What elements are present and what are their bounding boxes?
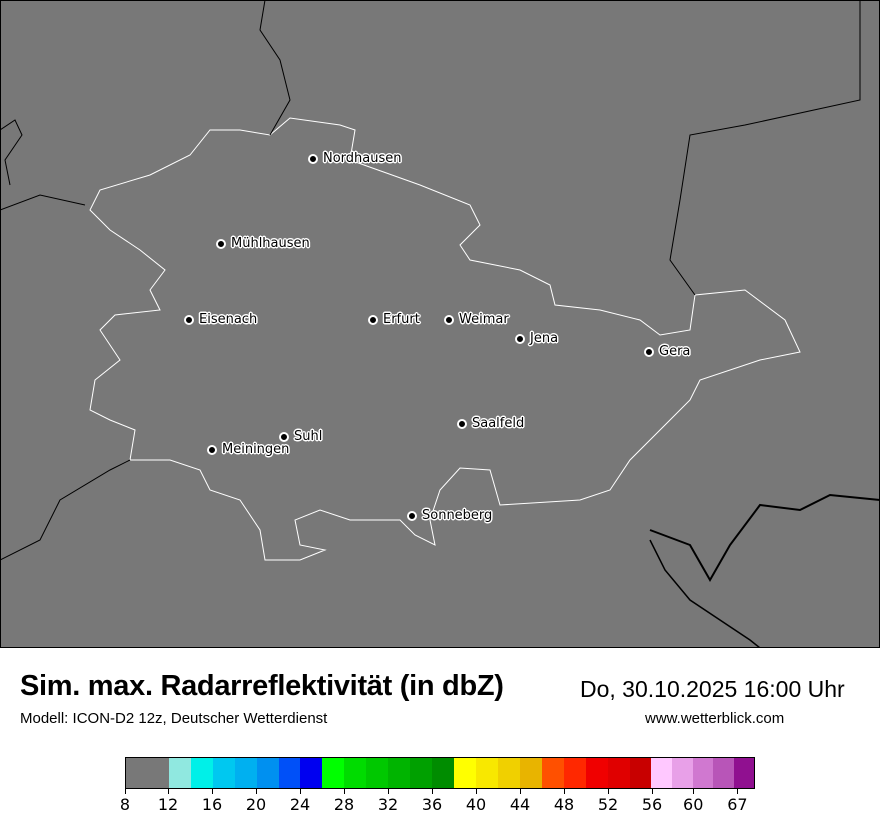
map-title: Sim. max. Radarreflektivität (in dbZ) <box>20 670 504 702</box>
legend-swatch <box>126 758 169 788</box>
legend-tick-label: 8 <box>119 795 131 814</box>
legend-tick-mark <box>564 789 565 794</box>
legend-tick-mark <box>476 789 477 794</box>
legend-swatch <box>300 758 323 788</box>
legend-swatch <box>432 758 455 788</box>
city-muehlhausen: Mühlhausen <box>216 236 310 251</box>
legend-tick-label: 56 <box>641 795 663 814</box>
legend-swatch <box>190 758 213 788</box>
legend-tick-mark <box>693 789 695 794</box>
legend-swatch <box>563 758 586 788</box>
city-sonneberg: Sonneberg <box>407 508 492 523</box>
city-meiningen: Meiningen <box>207 442 289 457</box>
legend-tick-mark <box>168 789 169 794</box>
legend-swatch <box>519 758 542 788</box>
city-nordhausen: Nordhausen <box>308 151 402 166</box>
legend-swatch <box>497 758 520 788</box>
legend-tick-mark <box>344 789 345 794</box>
legend-tick-label: 52 <box>597 795 619 814</box>
city-marker-icon <box>457 418 467 429</box>
legend-swatch <box>713 758 734 788</box>
model-source: Modell: ICON-D2 12z, Deutscher Wetterdie… <box>20 710 328 727</box>
legend-swatch <box>672 758 693 788</box>
radar-map[interactable]: Nordhausen Mühlhausen Eisenach Erfurt We… <box>0 0 880 648</box>
legend-swatch <box>344 758 367 788</box>
city-jena: Jena <box>515 331 558 346</box>
city-saalfeld: Saalfeld <box>457 416 524 431</box>
legend-tick-mark <box>388 789 389 794</box>
city-marker-icon <box>368 314 378 325</box>
city-marker-icon <box>279 431 289 442</box>
legend-tick-label: 44 <box>509 795 531 814</box>
legend-swatch <box>541 758 564 788</box>
legend-swatch <box>475 758 498 788</box>
city-eisenach: Eisenach <box>184 312 257 327</box>
legend-swatch <box>692 758 714 788</box>
legend-swatch <box>388 758 411 788</box>
legend-tick-mark <box>300 789 301 794</box>
legend-tick-label: 24 <box>289 795 311 814</box>
city-suhl: Suhl <box>279 429 322 444</box>
legend-tick-label: 12 <box>157 795 179 814</box>
legend-swatch <box>256 758 279 788</box>
city-gera: Gera <box>644 344 690 359</box>
legend-swatch <box>733 758 755 788</box>
legend-swatch <box>651 758 673 788</box>
legend-tick-mark <box>256 789 257 794</box>
legend-swatch <box>366 758 389 788</box>
city-marker-icon <box>207 444 217 455</box>
legend-tick-mark <box>212 789 213 794</box>
website-link[interactable]: www.wetterblick.com <box>645 710 785 727</box>
legend-tick-label: 36 <box>421 795 443 814</box>
legend-swatch <box>168 758 191 788</box>
city-marker-icon <box>444 314 454 325</box>
map-borders <box>0 0 880 648</box>
city-marker-icon <box>407 510 417 521</box>
legend-swatch <box>212 758 235 788</box>
thuringia-border <box>89 117 801 561</box>
city-marker-icon <box>515 333 525 344</box>
legend-tick-mark <box>432 789 433 794</box>
legend-swatch <box>629 758 652 788</box>
legend-tick-label: 48 <box>553 795 575 814</box>
legend-swatch <box>454 758 476 788</box>
legend-tick-label: 16 <box>201 795 223 814</box>
city-marker-icon <box>216 238 226 249</box>
legend-swatch <box>322 758 345 788</box>
legend-swatch <box>607 758 630 788</box>
city-marker-icon <box>644 346 654 357</box>
legend-tick-label: 40 <box>465 795 487 814</box>
city-weimar: Weimar <box>444 312 509 327</box>
legend-tick-mark <box>737 789 739 794</box>
city-erfurt: Erfurt <box>368 312 420 327</box>
legend-ticks: 8 12 16 20 24 28 32 36 40 44 48 52 56 60 67 <box>0 789 880 825</box>
legend-swatch <box>278 758 301 788</box>
color-legend <box>125 757 755 789</box>
city-marker-icon <box>184 314 194 325</box>
legend-swatch <box>234 758 257 788</box>
legend-tick-mark <box>608 789 609 794</box>
legend-tick-label: 67 <box>727 795 748 814</box>
legend-swatch <box>585 758 608 788</box>
legend-tick-mark <box>520 789 521 794</box>
legend-swatch <box>410 758 433 788</box>
legend-tick-label: 20 <box>245 795 267 814</box>
legend-tick-mark <box>652 789 653 794</box>
legend-tick-mark <box>125 789 126 794</box>
legend-tick-label: 28 <box>333 795 355 814</box>
forecast-datetime: Do, 30.10.2025 16:00 Uhr <box>580 676 845 702</box>
legend-tick-label: 32 <box>377 795 399 814</box>
legend-tick-label: 60 <box>683 795 704 814</box>
city-marker-icon <box>308 153 318 164</box>
